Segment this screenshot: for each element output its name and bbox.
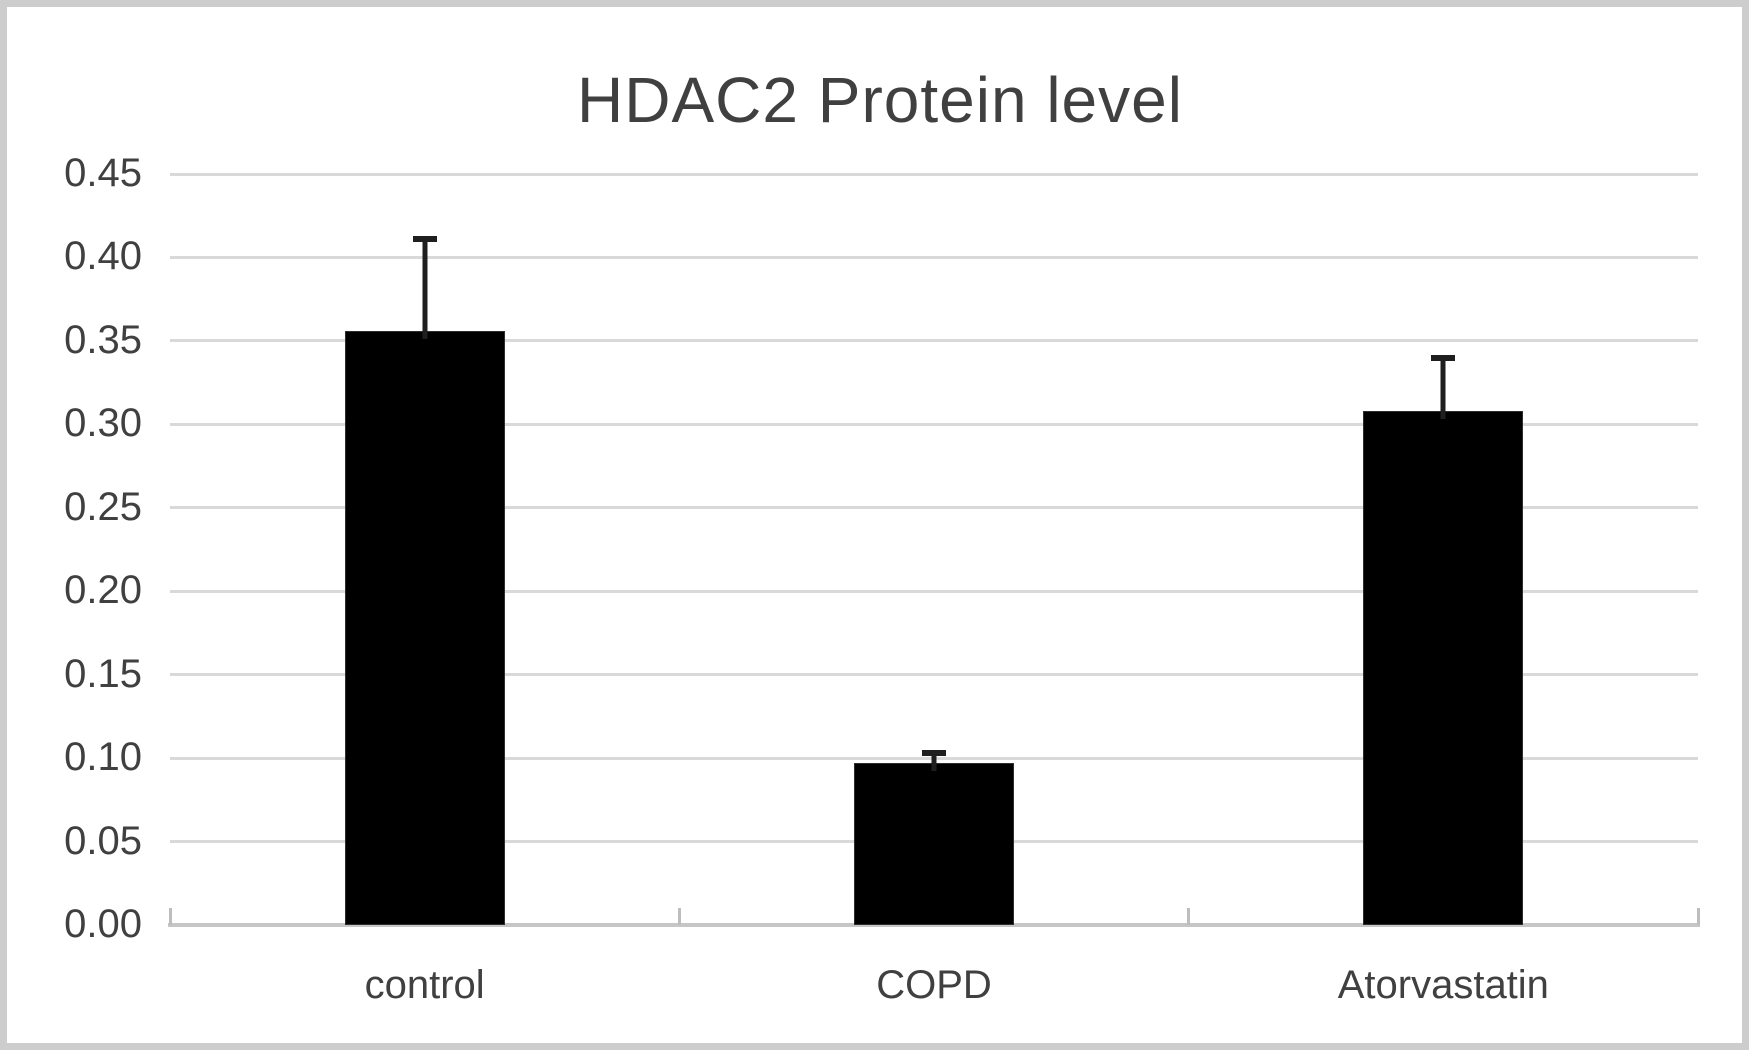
x-axis-category-label: COPD bbox=[876, 963, 992, 1007]
x-axis-tick-mark bbox=[1187, 908, 1191, 925]
error-bar-line-atorvastatin bbox=[1440, 357, 1446, 419]
x-axis-category-label: control bbox=[364, 963, 485, 1007]
y-axis-tick-label: 0.30 bbox=[64, 401, 142, 446]
chart-title: HDAC2 Protein level bbox=[577, 64, 1183, 136]
y-axis-tick-label: 0.05 bbox=[64, 818, 142, 863]
x-axis-category-label: Atorvastatin bbox=[1337, 963, 1549, 1007]
y-axis-tick-label: 0.35 bbox=[64, 318, 142, 363]
y-axis-tick-label: 0.25 bbox=[64, 484, 142, 529]
x-axis-tick-mark bbox=[1696, 908, 1700, 925]
x-axis-tick-mark bbox=[168, 908, 172, 925]
gridline-0.35 bbox=[170, 339, 1698, 343]
gridline-0.20 bbox=[170, 589, 1698, 593]
gridline-0.30 bbox=[170, 422, 1698, 426]
x-axis-line bbox=[168, 923, 1700, 927]
y-axis-tick-label: 0.45 bbox=[64, 151, 142, 196]
gridline-0.45 bbox=[170, 172, 1698, 176]
bar-copd bbox=[854, 763, 1014, 925]
y-axis-tick-label: 0.40 bbox=[64, 234, 142, 279]
error-bar-line-control bbox=[422, 239, 428, 339]
error-bar-cap-control bbox=[412, 236, 437, 243]
error-bar-cap-copd bbox=[922, 750, 946, 757]
bar-control bbox=[344, 330, 505, 925]
y-axis-tick-label: 0.00 bbox=[64, 902, 142, 947]
error-bar-line-copd bbox=[931, 753, 937, 772]
y-axis-tick-label: 0.20 bbox=[64, 568, 142, 613]
x-axis-tick-mark bbox=[677, 908, 681, 925]
error-bar-cap-atorvastatin bbox=[1431, 354, 1456, 361]
gridline-0.15 bbox=[170, 673, 1698, 677]
bar-atorvastatin bbox=[1363, 410, 1524, 925]
gridline-0.25 bbox=[170, 506, 1698, 510]
y-axis-tick-label: 0.10 bbox=[64, 735, 142, 780]
gridline-0.40 bbox=[170, 255, 1698, 259]
y-axis-tick-label: 0.15 bbox=[64, 651, 142, 696]
